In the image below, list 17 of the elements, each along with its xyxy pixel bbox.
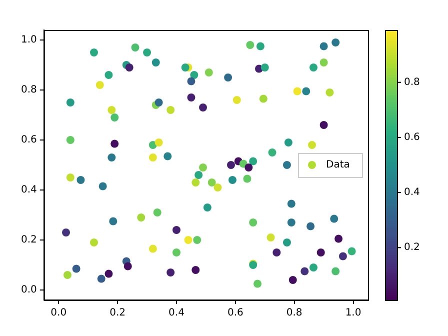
y-tick-label: 0.2 xyxy=(20,234,37,246)
y-tick-label: 0.0 xyxy=(20,284,37,296)
color-bar-label: 0.8 xyxy=(404,76,420,88)
x-tick-label: 1.0 xyxy=(345,308,362,319)
y-tick-label: 0.8 xyxy=(20,84,37,96)
color-bar-label: 0.4 xyxy=(404,187,420,198)
color-bar-label: 0.6 xyxy=(404,132,420,144)
x-tick-label: 0.8 xyxy=(286,308,302,319)
y-tick-label: 0.4 xyxy=(20,184,37,196)
color-bar-label: 0.2 xyxy=(404,242,420,254)
x-tick-label: 0.0 xyxy=(50,308,67,319)
x-tick-label: 0.4 xyxy=(168,308,184,319)
y-tick-label: 0.6 xyxy=(20,134,37,146)
y-tick-label: 1.0 xyxy=(20,34,37,46)
legend-label: Data xyxy=(326,160,350,171)
x-tick-label: 0.2 xyxy=(110,308,126,319)
x-tick-label: 0.6 xyxy=(227,308,244,319)
